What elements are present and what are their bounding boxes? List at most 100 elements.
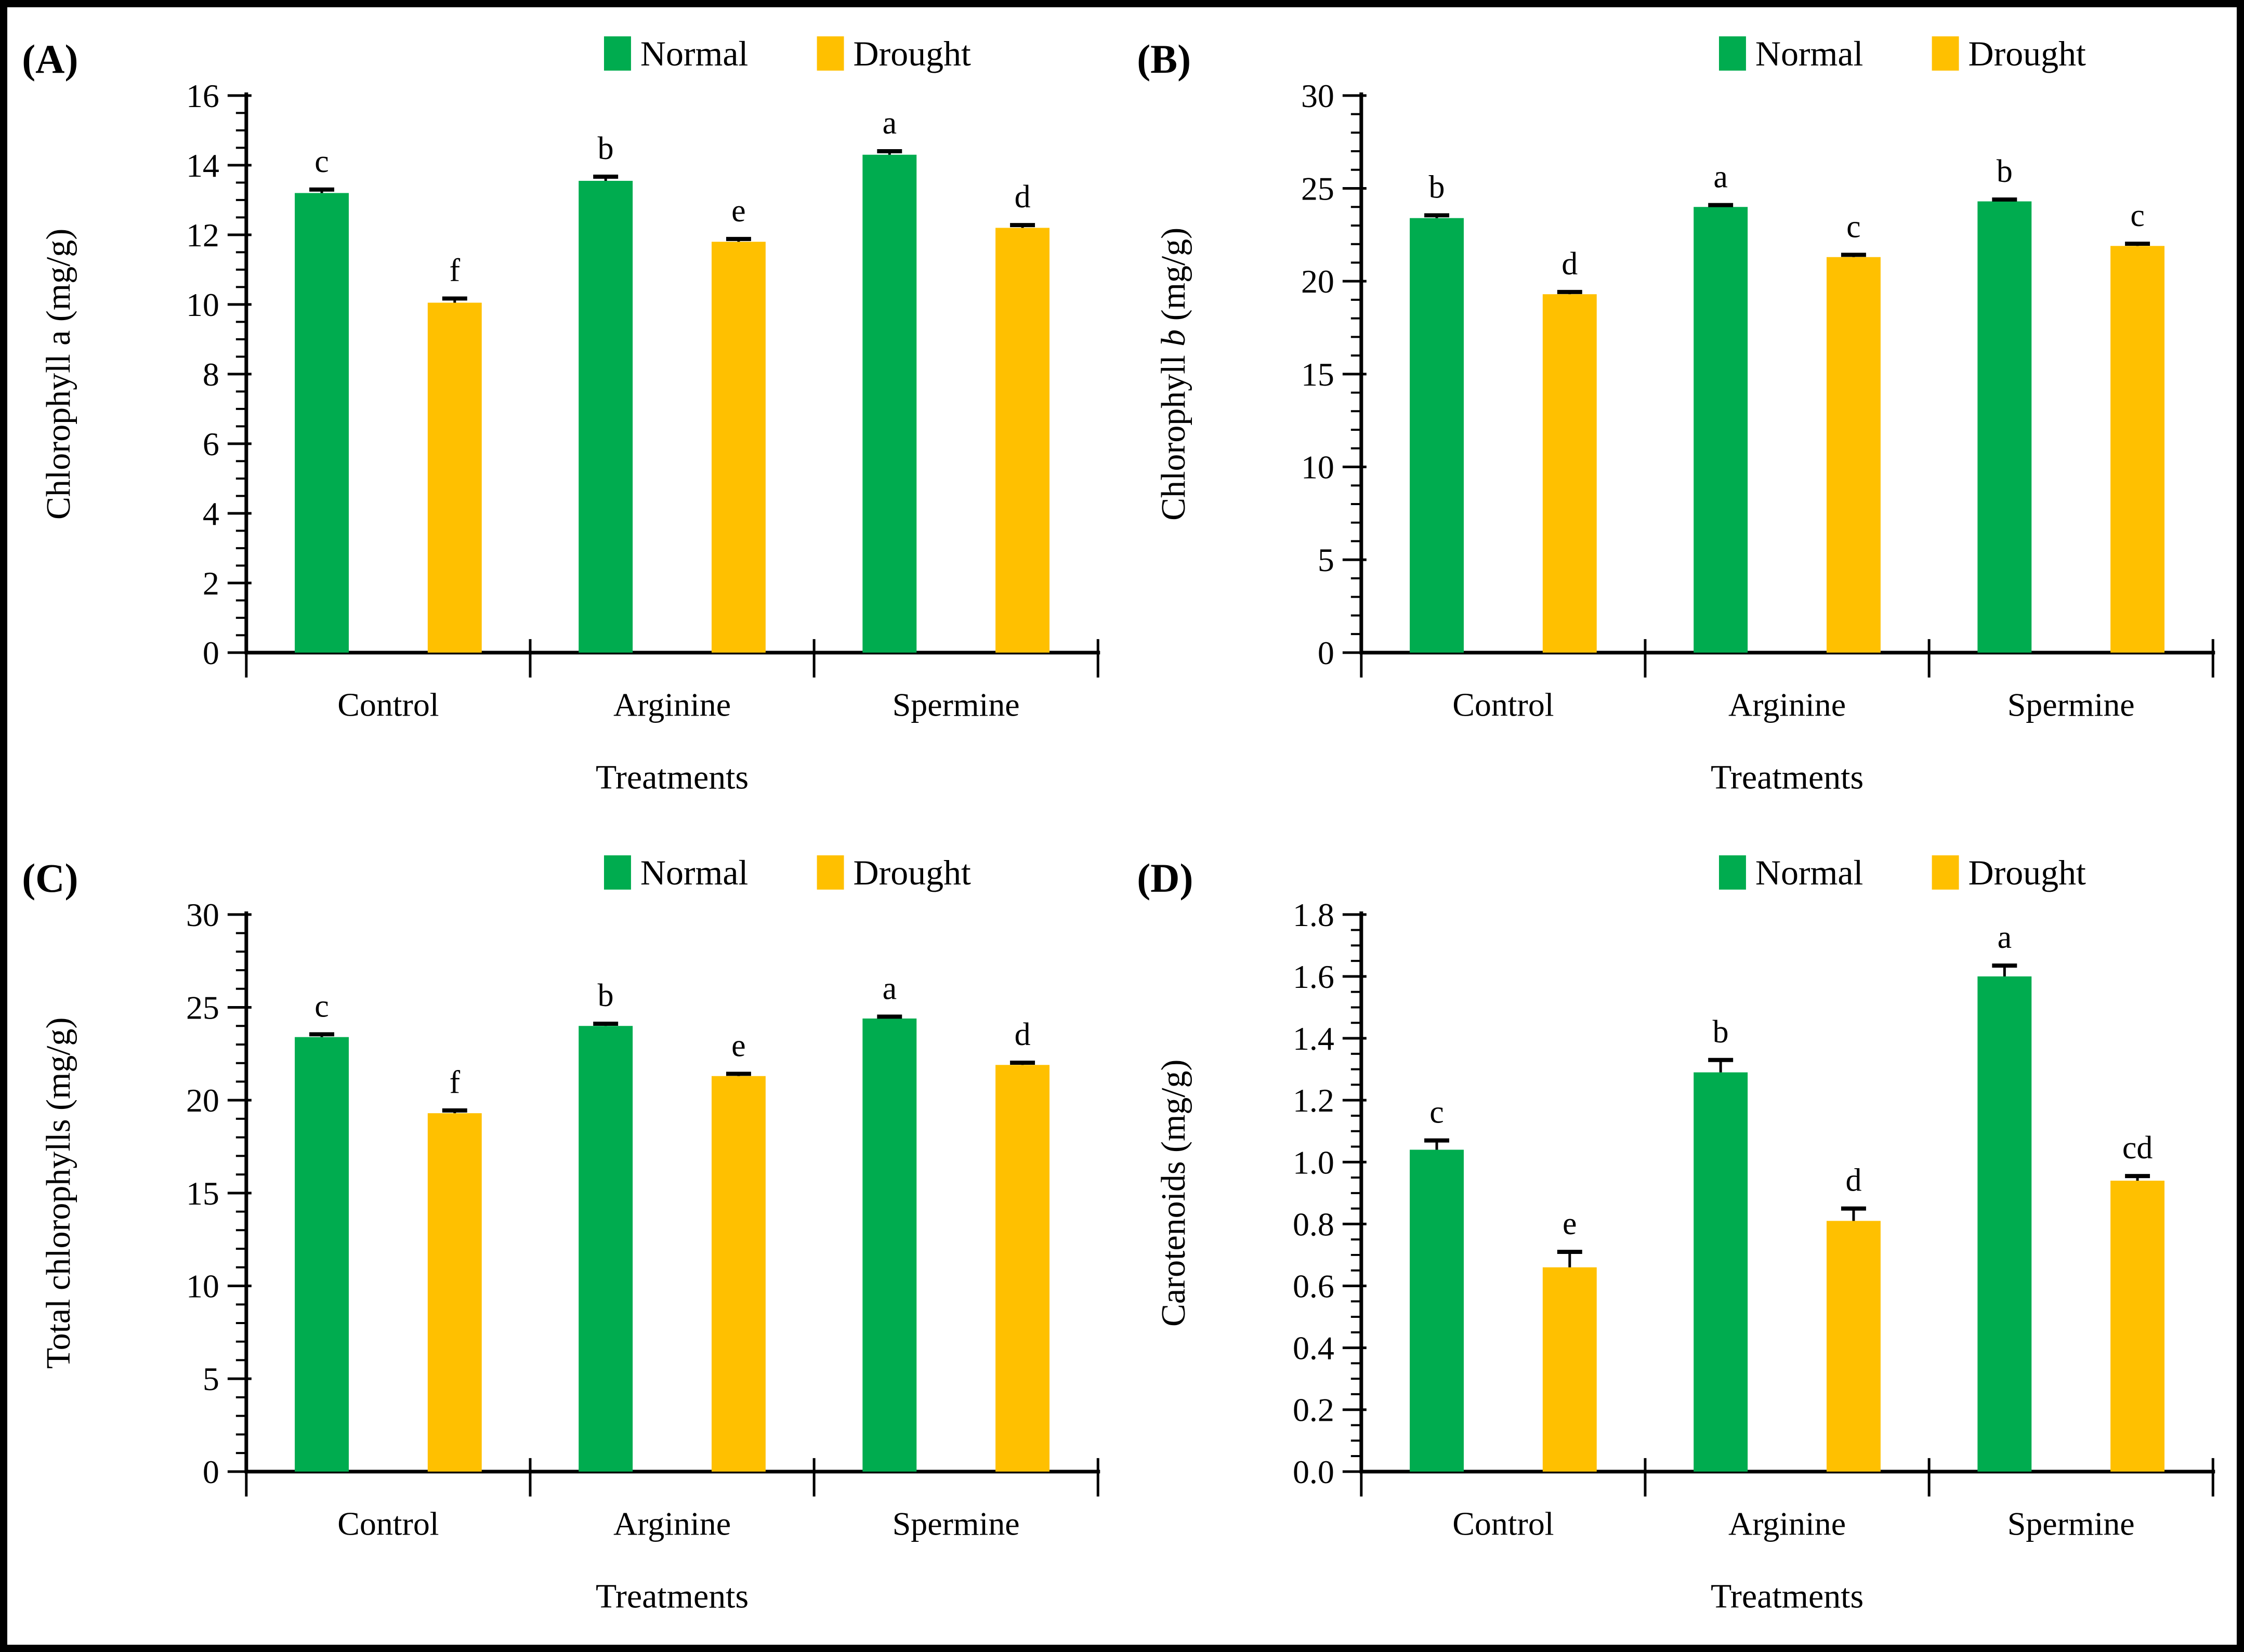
y-tick-label: 1.4 [1292,1020,1334,1057]
y-tick-label: 0.6 [1292,1267,1334,1304]
legend-label-drought: Drought [854,852,972,892]
panel-b-chart: (B) Normal Drought 0 5 10 15 20 25 30 b a b d c c Contro… [1137,34,2215,797]
x-category-label: Arginine [1728,686,1846,723]
panel-c: (C) Normal Drought 0 5 10 15 20 25 30 c b a f e d Contro… [7,826,1122,1645]
significance-letter: c [2130,198,2145,233]
x-axis-title: Treatments [1710,759,1863,797]
bar-normal-control [295,1037,349,1472]
x-category-label: Arginine [613,686,731,723]
bar-drought-spermine [995,1064,1050,1472]
y-axis-title: Carotenoids (mg/g) [1154,1059,1192,1326]
x-category-label: Spermine [893,1505,1020,1542]
significance-letter: b [1996,154,2012,189]
significance-letter: b [598,977,614,1013]
y-tick-label: 30 [186,896,219,933]
legend-label-normal: Normal [640,34,748,73]
y-axis-title: Chlorophyll b (mg/g) [1154,228,1192,521]
x-axis-title: Treatments [596,759,749,797]
y-tick-label: 0.4 [1292,1329,1334,1366]
y-tick-label: 1.8 [1292,896,1334,933]
y-tick-label: 20 [1301,263,1334,300]
y-tick-label: 0 [203,635,219,671]
x-category-label: Spermine [2007,686,2134,723]
legend-label-drought: Drought [1968,34,2086,73]
bar-drought-arginine [711,242,766,653]
y-tick-label: 14 [186,147,219,184]
significance-letter: f [449,1064,460,1100]
significance-letter: c [314,144,329,179]
panel-label: (C) [22,855,78,900]
significance-letter: d [1015,179,1031,215]
significance-letter: c [1846,209,1861,244]
bar-normal-arginine [1693,1072,1748,1472]
bar-drought-spermine [2110,246,2164,653]
bar-normal-spermine [862,154,917,653]
legend-label-normal: Normal [1755,852,1862,892]
legend-swatch-normal [1718,36,1746,71]
x-category-label: Arginine [1728,1505,1846,1542]
legend-swatch-drought [817,855,844,890]
x-category-label: Control [1452,1505,1554,1542]
significance-letter: a [1713,160,1727,195]
y-tick-label: 15 [186,1174,219,1211]
y-tick-label: 25 [1301,170,1334,207]
y-tick-label: 4 [203,495,219,532]
bar-normal-spermine [1977,976,2031,1472]
x-category-label: Spermine [893,686,1020,723]
y-tick-label: 1.2 [1292,1082,1334,1119]
y-tick-label: 5 [203,1360,219,1397]
bar-drought-control [427,302,482,653]
legend-swatch-normal [603,36,631,71]
legend-swatch-drought [1932,855,1959,890]
panel-b: (B) Normal Drought 0 5 10 15 20 25 30 b a b d c c Contro… [1122,7,2237,826]
significance-letter: c [1429,1094,1444,1130]
panel-c-chart: (C) Normal Drought 0 5 10 15 20 25 30 c b a f e d Contro… [22,852,1100,1615]
legend-label-drought: Drought [854,34,972,73]
bar-drought-control [1542,1267,1597,1472]
legend-swatch-drought [817,36,844,71]
x-category-label: Control [337,1505,439,1542]
significance-letter: b [1712,1014,1728,1049]
bar-drought-control [427,1113,482,1472]
bar-normal-control [1409,218,1464,653]
significance-letter: d [1845,1162,1861,1198]
x-category-label: Control [1452,686,1554,723]
significance-letter: a [883,971,897,1006]
x-category-label: Spermine [2007,1505,2134,1542]
y-tick-label: 10 [186,1267,219,1304]
y-tick-label: 16 [186,77,219,114]
legend-label-normal: Normal [640,852,748,892]
y-tick-label: 0.0 [1292,1453,1334,1490]
panel-label: (B) [1137,37,1191,82]
panel-a-chart: (A) Normal Drought 0 2 4 6 8 10 12 14 16 c b a f e d Contr… [22,34,1100,797]
y-axis-title: Total chlorophylls (mg/g) [40,1017,77,1368]
legend-label-normal: Normal [1755,34,1862,73]
significance-letter: d [1015,1017,1031,1052]
y-tick-label: 5 [1317,541,1334,578]
y-tick-label: 10 [1301,448,1334,485]
y-tick-label: 12 [186,217,219,254]
y-tick-label: 15 [1301,356,1334,393]
y-tick-label: 20 [186,1082,219,1119]
panel-d: (D) Normal Drought 0.0 0.2 0.4 0.6 0.8 1.0 1.2 1.4… [1122,826,2237,1645]
panel-d-chart: (D) Normal Drought 0.0 0.2 0.4 0.6 0.8 1.0 1.2 1.4… [1137,852,2215,1615]
bar-drought-arginine [711,1076,766,1472]
y-tick-label: 0.8 [1292,1206,1334,1243]
bar-normal-arginine [579,180,633,653]
bar-drought-arginine [1826,257,1881,653]
legend-swatch-normal [603,855,631,890]
y-tick-label: 0 [1317,635,1334,671]
x-axis-title: Treatments [1710,1577,1863,1615]
bar-normal-control [1409,1149,1464,1472]
bar-normal-spermine [862,1018,917,1472]
bar-normal-arginine [1693,207,1748,653]
bar-drought-arginine [1826,1220,1881,1472]
panel-label: (A) [22,37,78,82]
significance-letter: e [1563,1206,1577,1241]
legend-label-drought: Drought [1968,852,2086,892]
significance-letter: d [1561,246,1578,282]
panel-a: (A) Normal Drought 0 2 4 6 8 10 12 14 16 c b a f e d Contr… [7,7,1122,826]
x-axis-title: Treatments [596,1577,749,1615]
significance-letter: a [1997,920,2012,955]
significance-letter: b [598,131,614,166]
